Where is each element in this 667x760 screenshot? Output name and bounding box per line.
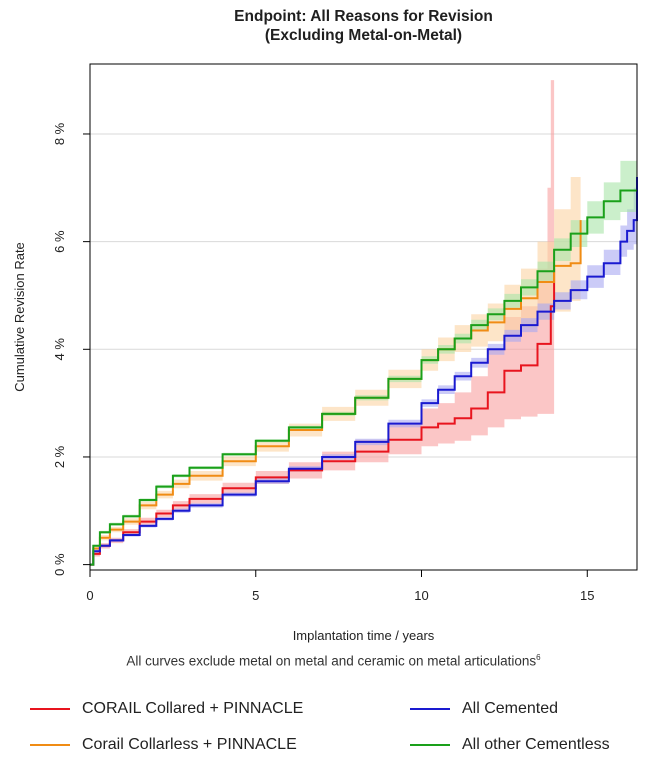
x-tick-label: 0 bbox=[86, 588, 93, 603]
legend-swatch bbox=[410, 744, 450, 746]
x-tick-label: 15 bbox=[580, 588, 594, 603]
chart-title: Endpoint: All Reasons for Revision bbox=[234, 8, 493, 25]
legend-item-other-cementless: All other Cementless bbox=[410, 736, 610, 754]
x-tick-label: 5 bbox=[252, 588, 259, 603]
legend-item-corail-collared: CORAIL Collared + PINNACLE bbox=[30, 700, 303, 718]
y-tick-label: 0 % bbox=[52, 553, 67, 576]
y-axis-label: Cumulative Revision Rate bbox=[12, 242, 27, 392]
y-tick-label: 2 % bbox=[52, 445, 67, 468]
chart-subtitle: (Excluding Metal-on-Metal) bbox=[264, 27, 463, 44]
legend-label: All other Cementless bbox=[462, 736, 610, 753]
legend-swatch bbox=[30, 744, 70, 746]
series-line-0 bbox=[90, 268, 556, 566]
legend: CORAIL Collared + PINNACLE Corail Collar… bbox=[0, 700, 667, 755]
legend-label: Corail Collarless + PINNACLE bbox=[82, 736, 297, 753]
chart-container: Endpoint: All Reasons for Revision (Excl… bbox=[12, 8, 638, 643]
series-line-3 bbox=[90, 189, 637, 566]
y-tick-label: 4 % bbox=[52, 338, 67, 361]
legend-item-corail-collarless: Corail Collarless + PINNACLE bbox=[30, 736, 297, 754]
x-tick-label: 10 bbox=[414, 588, 428, 603]
footnote-ref: 6 bbox=[536, 653, 541, 662]
legend-label: CORAIL Collared + PINNACLE bbox=[82, 700, 304, 717]
y-tick-label: 6 % bbox=[52, 230, 67, 253]
confidence-band-1 bbox=[90, 74, 581, 565]
footnote: All curves exclude metal on metal and ce… bbox=[0, 653, 667, 669]
revision-rate-plot: 0 5 10 15 0 % 2 % 4 % 6 % 8 % Cumulative Revision… bbox=[12, 63, 638, 603]
legend-swatch bbox=[410, 708, 450, 710]
legend-label: All Cemented bbox=[462, 700, 559, 717]
series-line-2 bbox=[90, 177, 638, 566]
confidence-band-2 bbox=[90, 80, 637, 565]
confidence-band-3 bbox=[90, 117, 637, 565]
x-axis-label: Implantation time / years bbox=[292, 628, 435, 643]
footnote-text: All curves exclude metal on metal and ce… bbox=[126, 653, 537, 669]
legend-item-all-cemented: All Cemented bbox=[410, 700, 558, 718]
confidence-band-0 bbox=[90, 80, 555, 565]
legend-swatch bbox=[30, 708, 70, 710]
plot-frame bbox=[89, 63, 638, 571]
y-tick-label: 8 % bbox=[52, 122, 67, 145]
